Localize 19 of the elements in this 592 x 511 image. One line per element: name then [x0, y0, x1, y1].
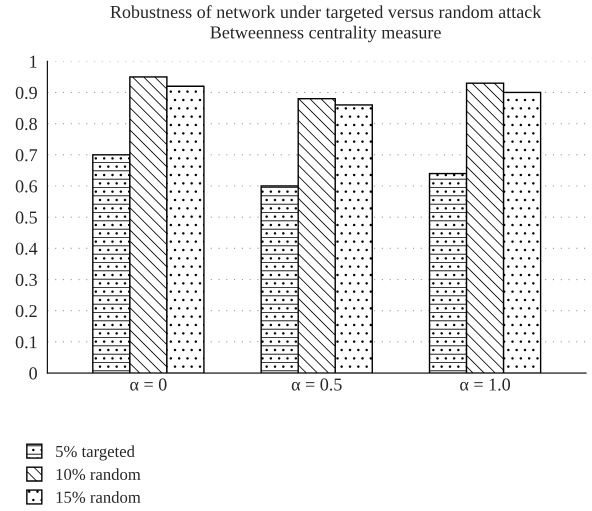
x-tick-label: α = 0 [130, 378, 167, 391]
x-tick-label: α = 0.5 [292, 378, 342, 391]
y-tick-label: 0.4 [16, 242, 38, 255]
y-tick-label: 0.7 [16, 149, 38, 162]
legend-label: 15% random [56, 491, 141, 503]
y-tick-label: 0.5 [16, 211, 37, 224]
x-tick-label: α = 1.0 [460, 378, 510, 391]
y-tick-label: 0.3 [16, 274, 37, 286]
chart-subtitle: Betweenness centrality measure [210, 26, 441, 42]
y-tick-label: 0.2 [16, 304, 37, 318]
legend-label: 10% random [56, 468, 141, 480]
y-tick-label: 0.6 [16, 180, 38, 193]
y-tick-label: 0.8 [16, 118, 37, 130]
legend-label: 5% targeted [56, 445, 135, 461]
y-tick-label: 0 [29, 367, 37, 380]
y-tick-label: 0.9 [16, 86, 37, 100]
y-tick-label: 0.1 [16, 336, 37, 348]
chart-title: Robustness of network under targeted versus random attack [110, 5, 542, 22]
y-tick-label: 1 [30, 56, 37, 68]
